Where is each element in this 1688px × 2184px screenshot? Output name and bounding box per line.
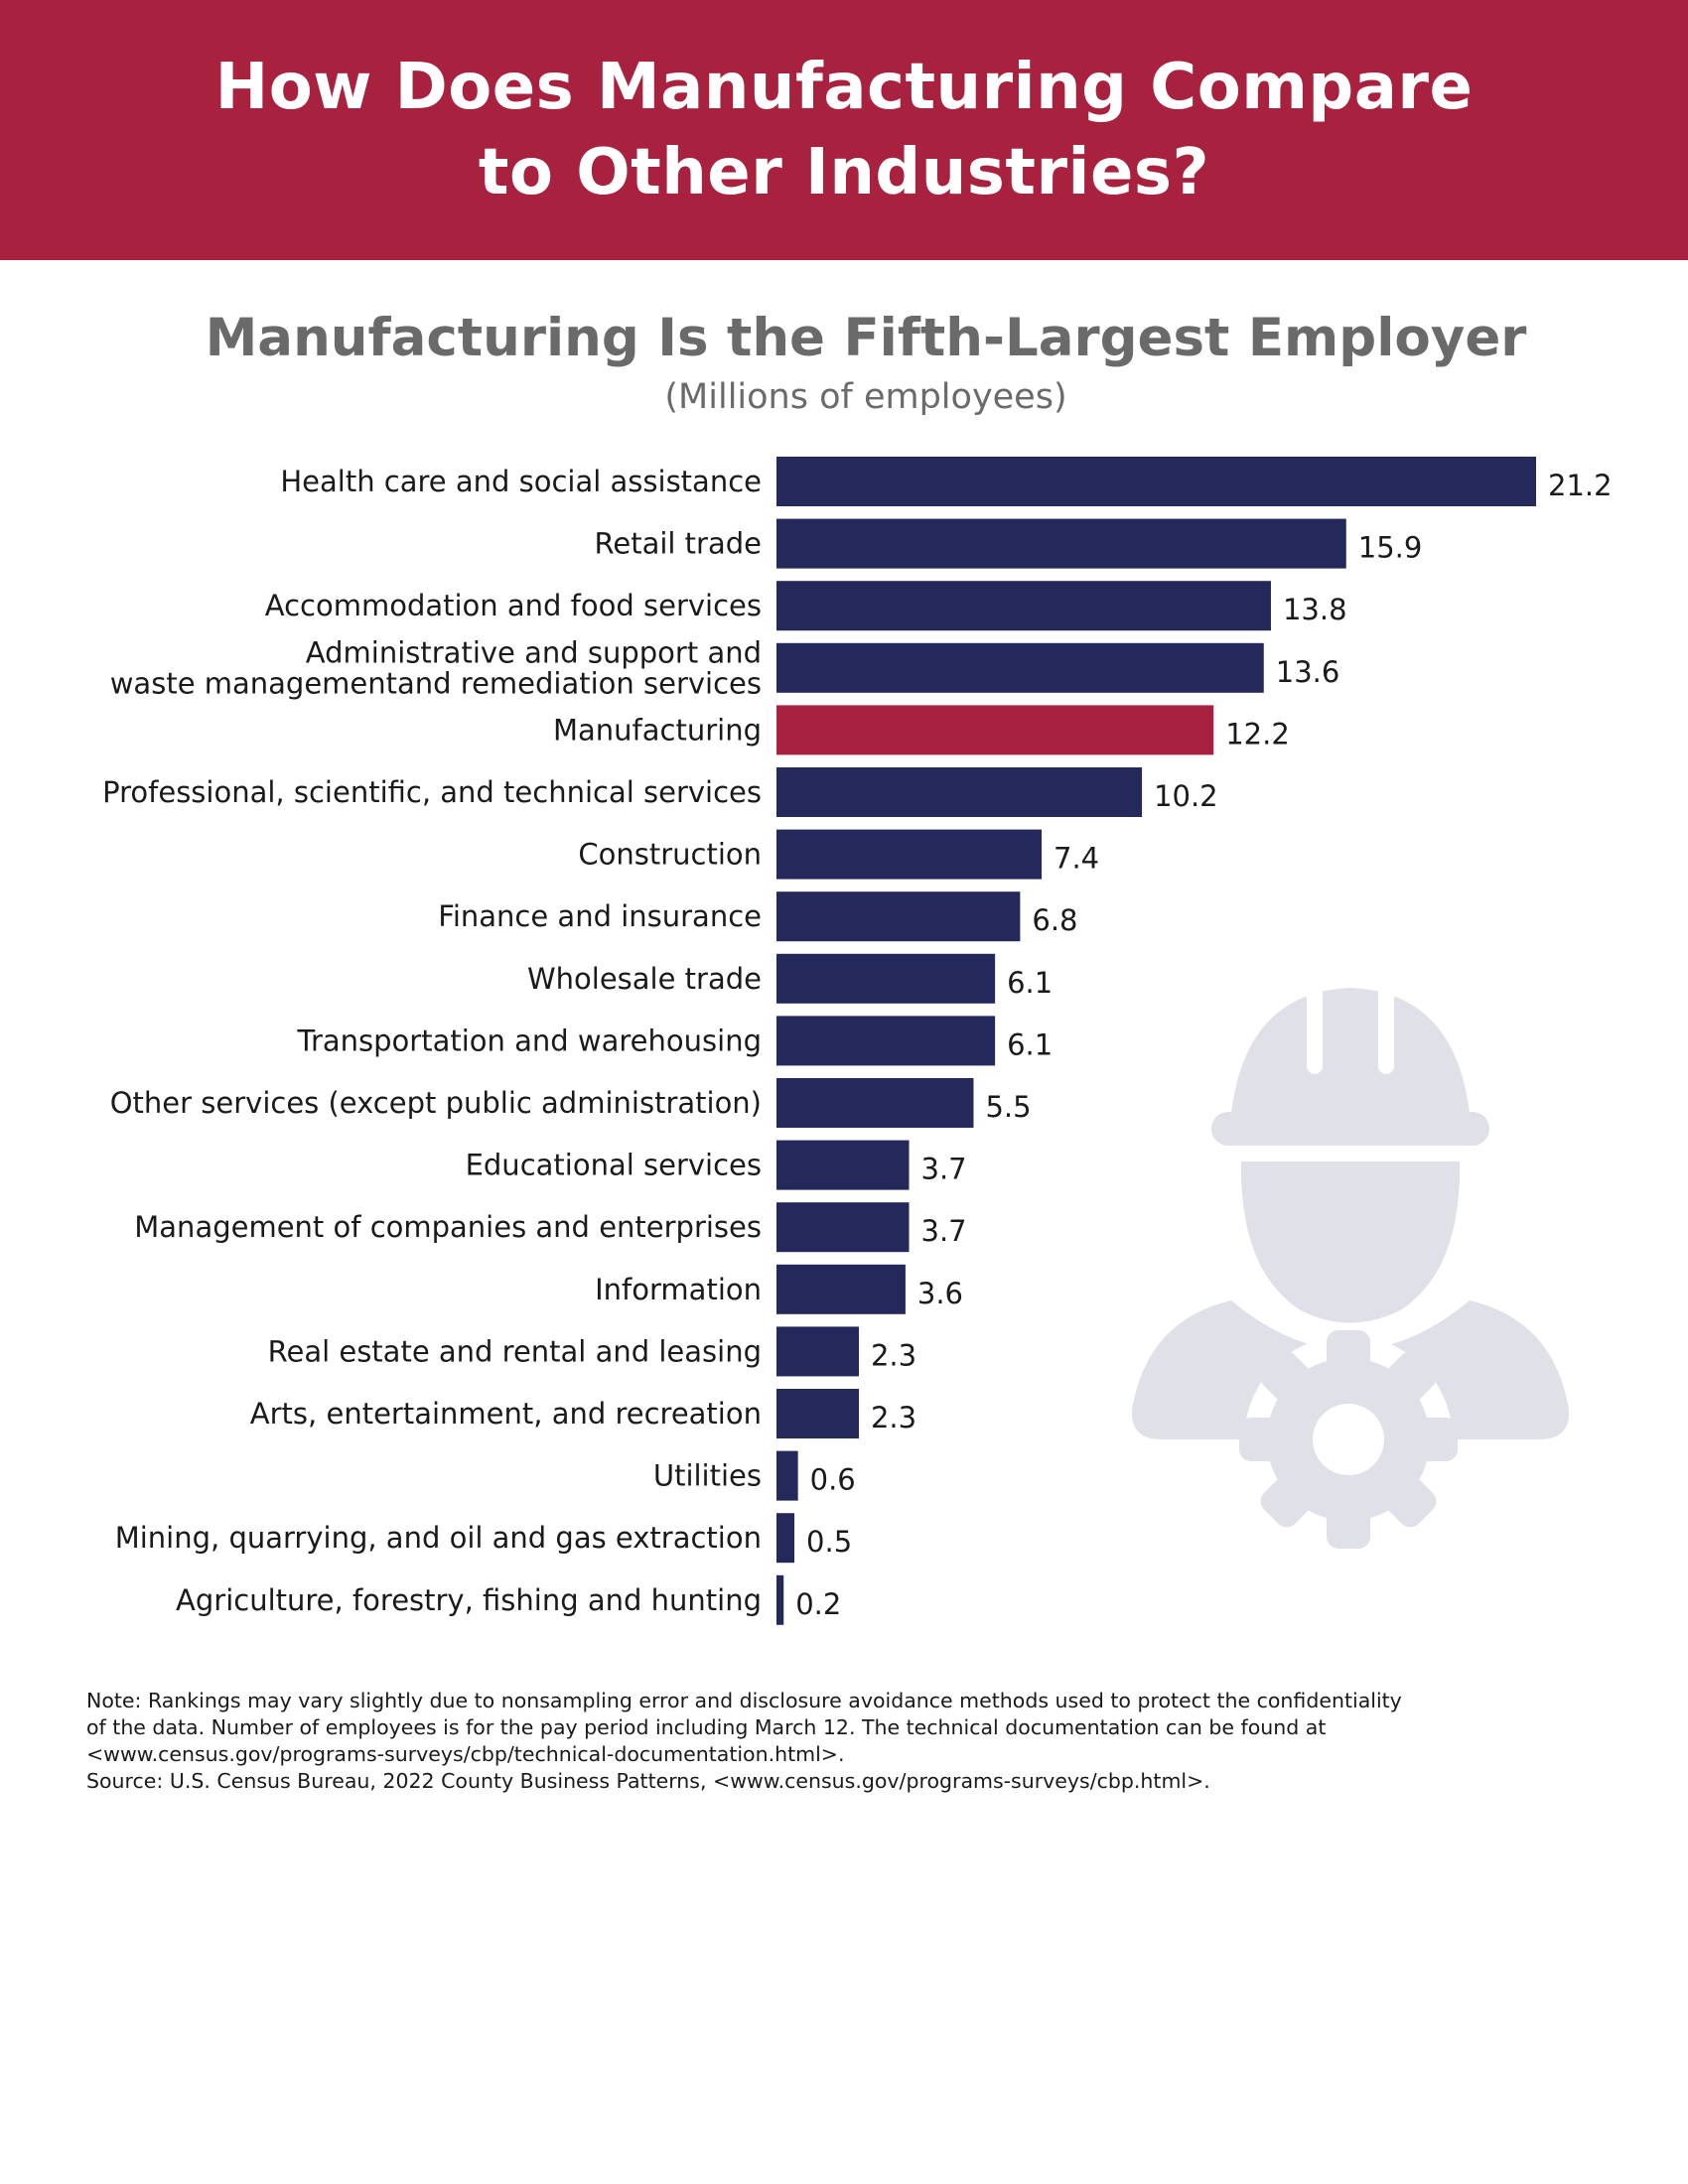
chart-subtitle: (Millions of employees) [664, 377, 1067, 417]
value-label-6: 7.4 [1054, 842, 1099, 876]
bar-11 [776, 1140, 910, 1190]
bar-8 [776, 953, 996, 1004]
value-label-9: 6.1 [1007, 1027, 1053, 1061]
category-label-3-1: waste managementand remediation services [110, 666, 762, 700]
chart-notes: Note: Rankings may vary slightly due to … [86, 1688, 1526, 1795]
category-label-15: Arts, entertainment, and recreation [250, 1397, 762, 1431]
value-label-10: 5.5 [985, 1090, 1031, 1124]
bar-7 [776, 891, 1021, 942]
bar-2 [776, 581, 1271, 631]
chart-title: Manufacturing Is the Fifth-Largest Emplo… [205, 308, 1527, 368]
bar-5 [776, 767, 1143, 817]
category-label-18: Agriculture, forestry, fishing and hunti… [176, 1583, 762, 1617]
category-label-2: Accommodation and food services [265, 589, 762, 622]
bar-13 [776, 1264, 906, 1314]
worker-gear-icon [1131, 985, 1570, 1549]
value-label-12: 3.7 [921, 1214, 967, 1248]
category-label-3-0: Administrative and support and [306, 635, 762, 669]
value-label-11: 3.7 [921, 1153, 967, 1186]
category-label-16: Utilities [653, 1459, 762, 1493]
value-label-15: 2.3 [871, 1401, 916, 1434]
value-label-2: 13.8 [1283, 593, 1347, 626]
category-label-5: Professional, scientific, and technical … [102, 775, 762, 809]
value-label-0: 21.2 [1548, 469, 1613, 502]
value-label-18: 0.2 [795, 1587, 841, 1621]
value-label-5: 10.2 [1154, 779, 1218, 813]
bar-12 [776, 1202, 910, 1253]
bar-4 [776, 705, 1214, 755]
bar-9 [776, 1016, 996, 1066]
value-label-17: 0.5 [806, 1525, 852, 1559]
bar-10 [776, 1078, 974, 1128]
bar-3 [776, 642, 1264, 693]
page-title: How Does Manufacturing Compare to Other … [214, 51, 1474, 209]
category-label-14: Real estate and rental and leasing [268, 1334, 762, 1368]
value-label-3: 13.6 [1276, 655, 1340, 689]
value-label-13: 3.6 [917, 1277, 963, 1310]
bar-17 [776, 1513, 795, 1564]
note-line-1: Note: Rankings may vary slightly due to … [86, 1689, 1402, 1712]
category-label-9: Transportation and warehousing [297, 1024, 762, 1057]
category-label-13: Information [595, 1273, 762, 1306]
bar-14 [776, 1326, 859, 1377]
value-label-1: 15.9 [1358, 531, 1423, 565]
category-label-8: Wholesale trade [527, 962, 762, 996]
category-label-4: Manufacturing [553, 713, 762, 747]
source-line: Source: U.S. Census Bureau, 2022 County … [86, 1769, 1210, 1793]
bar-0 [776, 457, 1536, 506]
category-label-10: Other services (except public administra… [110, 1086, 762, 1120]
header-banner: How Does Manufacturing Compare to Other … [0, 0, 1688, 260]
note-line-3: <www.census.gov/programs-surveys/cbp/tec… [86, 1742, 845, 1766]
category-label-17: Mining, quarrying, and oil and gas extra… [115, 1521, 762, 1555]
value-label-7: 6.8 [1032, 903, 1077, 937]
bar-1 [776, 518, 1346, 569]
category-label-12: Management of companies and enterprises [134, 1210, 762, 1244]
category-label-6: Construction [578, 838, 762, 872]
value-label-14: 2.3 [871, 1338, 916, 1372]
note-line-2: of the data. Number of employees is for … [86, 1715, 1327, 1739]
category-label-1: Retail trade [595, 527, 762, 561]
bar-16 [776, 1450, 798, 1501]
value-label-16: 0.6 [810, 1463, 856, 1497]
category-label-7: Finance and insurance [438, 899, 762, 933]
value-label-8: 6.1 [1007, 966, 1053, 1000]
value-label-4: 12.2 [1225, 717, 1290, 751]
bar-15 [776, 1389, 859, 1438]
bar-6 [776, 829, 1043, 880]
bar-18 [776, 1574, 784, 1625]
category-label-11: Educational services [466, 1149, 762, 1182]
category-label-0: Health care and social assistance [280, 465, 762, 498]
